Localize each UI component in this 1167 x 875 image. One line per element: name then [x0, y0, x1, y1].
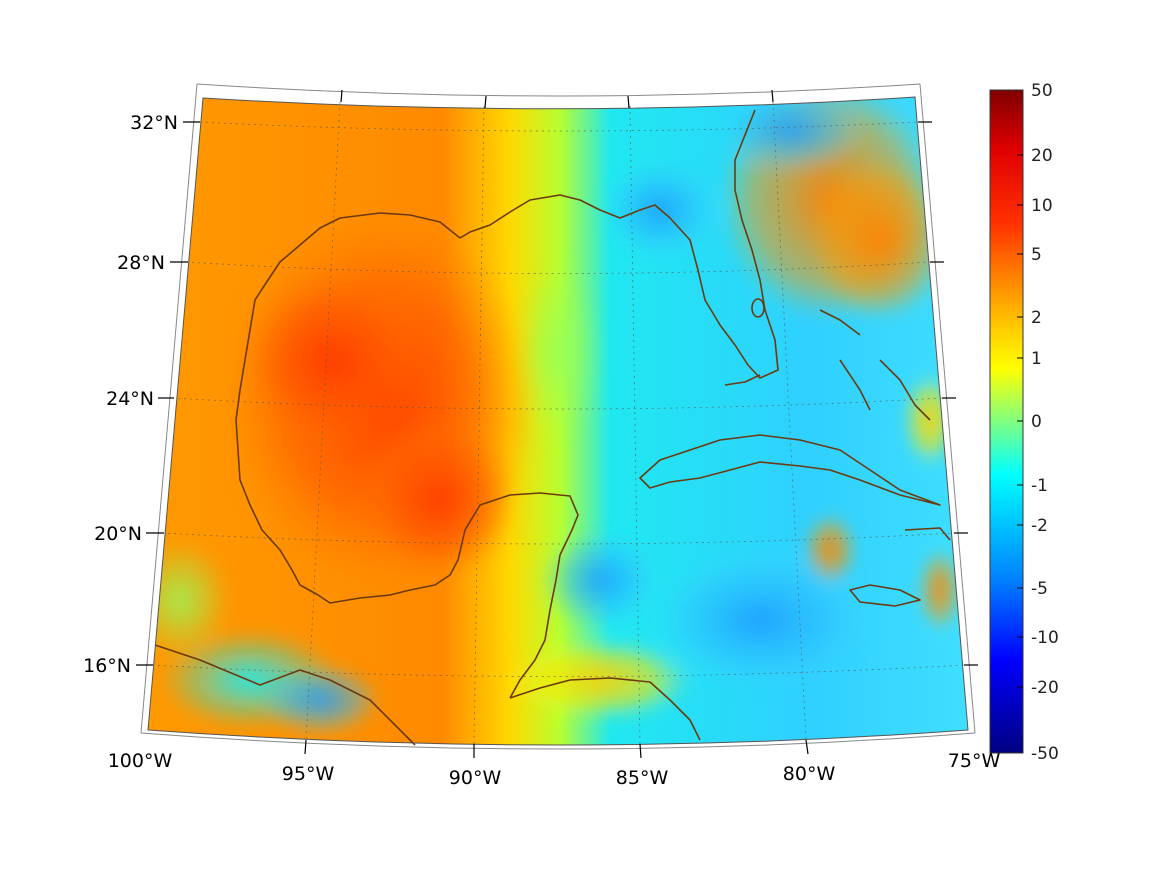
- colorbar-label-2: 2: [1031, 308, 1042, 328]
- lat-ticks: [136, 121, 978, 666]
- coastline-jamaica: [849, 584, 921, 607]
- lon-ticks: [304, 89, 809, 759]
- grid-lat-28: [185, 261, 931, 274]
- colorbar-label-neg5: -5: [1031, 579, 1048, 599]
- lat-label-32: 32°N: [130, 112, 178, 134]
- lon-label-90: 90°W: [449, 767, 502, 789]
- colorbar-label-1: 1: [1031, 349, 1042, 369]
- grid-lon-85: [629, 105, 641, 745]
- colorbar: 50 20 10 5 2 1 0 -1 -2 -5 -10 -20 -50: [989, 81, 1059, 764]
- coastline-gulf-west: [235, 212, 579, 699]
- grid-lon-90: [473, 105, 485, 745]
- lon-label-85: 85°W: [616, 767, 669, 789]
- lon-labels: 100°W 95°W 90°W 85°W 80°W 75°W: [108, 750, 1001, 789]
- map-frame: [140, 83, 976, 750]
- data-field: [148, 97, 968, 745]
- coastline-hispaniola: [904, 527, 951, 541]
- lat-label-24: 24°N: [106, 388, 154, 410]
- coastline-bahamas: [819, 309, 931, 421]
- graticule: [151, 101, 965, 745]
- coastline-central-america: [154, 644, 416, 746]
- grid-lat-16: [151, 664, 965, 677]
- colorbar-label-5: 5: [1031, 245, 1042, 265]
- grid-lon-95: [305, 101, 341, 741]
- lat-label-28: 28°N: [117, 252, 165, 274]
- lat-label-16: 16°N: [83, 655, 131, 677]
- colorbar-ticks: [1017, 154, 1023, 688]
- coastline-gulf-north: [459, 109, 779, 379]
- colorbar-label-20: 20: [1031, 146, 1053, 166]
- coastline-honduras: [509, 677, 701, 741]
- colorbar-label-neg20: -20: [1031, 678, 1059, 698]
- lon-label-95: 95°W: [282, 763, 335, 785]
- grid-lon-80: [772, 101, 807, 741]
- grid-lat-32: [199, 121, 919, 132]
- coastline-cuba: [639, 434, 941, 506]
- coastline-florida-keys: [724, 374, 761, 386]
- lon-label-75: 75°W: [948, 750, 1001, 772]
- lon-label-80: 80°W: [783, 763, 836, 785]
- lake-okeechobee: [751, 298, 765, 318]
- colorbar-label-neg50: -50: [1031, 744, 1059, 764]
- grid-lat-20: [161, 532, 955, 545]
- coastlines: [154, 109, 951, 746]
- colorbar-label-neg10: -10: [1031, 628, 1059, 648]
- lat-labels: 32°N 28°N 24°N 20°N 16°N: [83, 112, 178, 677]
- colorbar-label-10: 10: [1031, 196, 1053, 216]
- colorbar-label-0: 0: [1031, 412, 1042, 432]
- grid-lat-24: [171, 397, 943, 410]
- lon-label-100: 100°W: [108, 750, 173, 772]
- colorbar-label-neg1: -1: [1031, 476, 1048, 496]
- colorbar-label-50: 50: [1031, 81, 1053, 101]
- colorbar-label-neg2: -2: [1031, 516, 1048, 536]
- lat-label-20: 20°N: [94, 523, 142, 545]
